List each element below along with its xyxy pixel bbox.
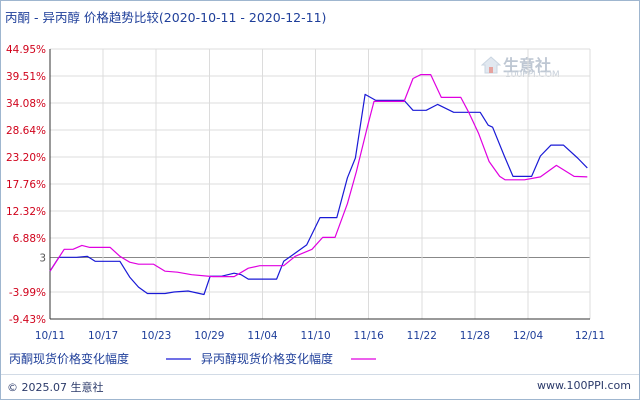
y-tick-label: -9.43%: [9, 314, 46, 326]
y-tick-label: 6.88%: [13, 233, 46, 245]
x-tick-label: 11/16: [354, 330, 385, 342]
x-tick-label: 11/22: [407, 330, 437, 342]
house-logo-icon: [480, 56, 502, 74]
x-tick-label: 12/04: [513, 330, 544, 342]
line-chart: 44.95% 39.51% 34.08% 28.64% 23.20% 17.76% 12.3…: [6, 44, 605, 366]
footer-copyright: © 2025.07 生意社: [7, 381, 104, 394]
y-tick-label: 3: [39, 252, 46, 264]
x-tick-label: 12/11: [575, 330, 605, 342]
x-tick-label: 10/17: [88, 330, 118, 342]
chart-title: 丙酮 - 异丙醇 价格趋势比较(2020-10-11 - 2020-12-11): [5, 10, 327, 25]
x-tick-label: 10/29: [194, 330, 224, 342]
x-tick-label: 11/04: [247, 330, 278, 342]
y-tick-label: 44.95%: [6, 44, 46, 56]
legend-label: 异丙醇现货价格变化幅度: [201, 351, 333, 366]
y-tick-label: 39.51%: [6, 71, 46, 83]
x-tick-label: 10/23: [141, 330, 171, 342]
y-tick-label: 23.20%: [6, 152, 46, 164]
y-tick-label: -3.99%: [9, 287, 46, 299]
watermark-logo: 生意社 100PPI.COM: [480, 56, 560, 80]
x-tick-label: 10/11: [35, 330, 65, 342]
x-tick-label: 11/10: [300, 330, 330, 342]
footer-site: www.100PPI.com: [537, 379, 631, 392]
series-line-2: [49, 73, 588, 278]
y-tick-label: 34.08%: [6, 98, 46, 110]
series-line-1: [49, 93, 588, 296]
logo-domain: 100PPI.COM: [505, 70, 560, 80]
y-tick-label: 17.76%: [6, 179, 46, 191]
y-tick-label: 12.32%: [6, 206, 46, 218]
legend-label: 丙酮现货价格变化幅度: [9, 351, 129, 366]
footer-divider: [1, 374, 639, 375]
x-tick-label: 11/28: [460, 330, 490, 342]
y-tick-label: 28.64%: [6, 125, 46, 137]
logo-name: 生意社: [503, 56, 552, 75]
